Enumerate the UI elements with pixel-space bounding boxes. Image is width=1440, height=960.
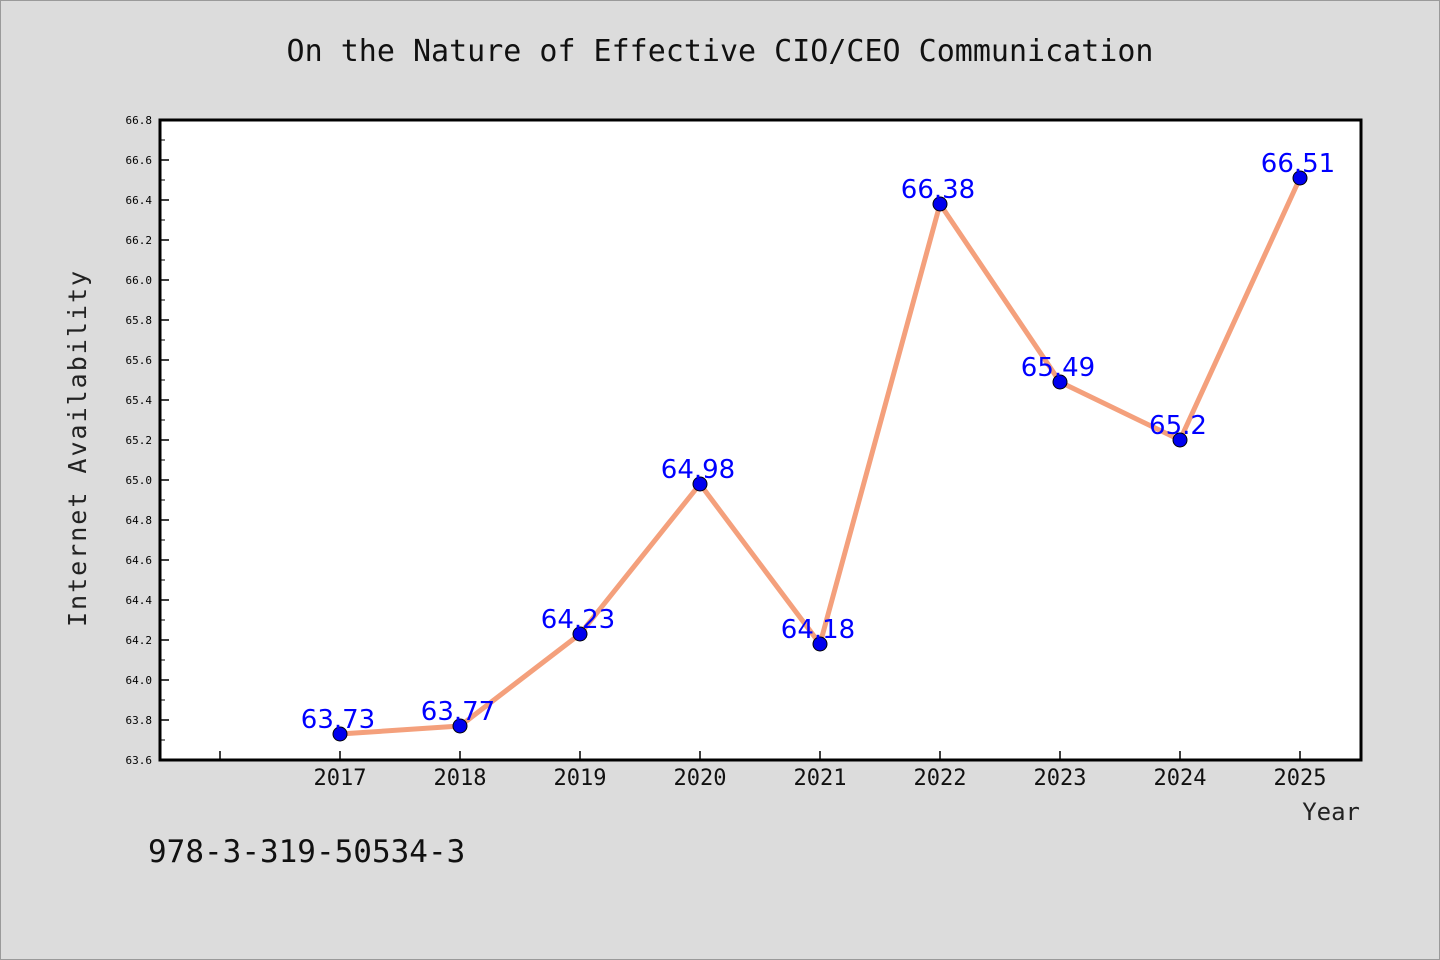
y-tick-label: 66.4: [126, 194, 153, 207]
y-tick-label: 63.6: [126, 754, 153, 767]
data-label: 66.38: [901, 175, 975, 205]
data-point: [1172, 432, 1188, 448]
y-tick-label: 64.2: [126, 634, 153, 647]
data-markers: [332, 170, 1308, 742]
y-axis-ticks: 63.6 63.8 64.0 64.2 64.4 64.6 64.8 65.0 65.2 65.4…: [126, 114, 169, 767]
data-label: 64.98: [661, 455, 735, 485]
y-tick-label: 65.4: [126, 394, 153, 407]
y-tick-label: 64.6: [126, 554, 153, 567]
y-axis-label: Internet Availability: [63, 269, 92, 627]
x-tick-label: 2024: [1154, 766, 1207, 791]
data-label: 64.18: [781, 615, 855, 645]
x-tick-label: 2019: [554, 766, 607, 791]
data-label: 64.23: [541, 605, 615, 635]
isbn-code: 978-3-319-50534-3: [148, 834, 466, 870]
x-tick-label: 2021: [794, 766, 847, 791]
y-tick-label: 64.4: [126, 594, 153, 607]
data-point: [1052, 374, 1068, 390]
data-point: [332, 726, 348, 742]
y-tick-label: 66.8: [126, 114, 153, 127]
x-tick-label: 2017: [314, 766, 367, 791]
y-tick-label: 64.8: [126, 514, 153, 527]
chart-title: On the Nature of Effective CIO/CEO Commu…: [286, 34, 1154, 69]
x-tick-label: 2023: [1034, 766, 1087, 791]
x-axis-ticks: 2017 2018 2019 2020 2021 2022 2023 2024 2025: [219, 751, 1327, 791]
data-point: [812, 636, 828, 652]
data-label: 65.2: [1149, 411, 1207, 441]
x-axis-label: Year: [1302, 798, 1360, 826]
y-tick-label: 65.8: [126, 314, 153, 327]
x-tick-label: 2025: [1274, 766, 1327, 791]
data-point: [932, 196, 948, 212]
data-label: 63.73: [301, 705, 375, 735]
data-labels: 63.73 63.77 64.23 64.98 64.18 66.38 65.49 65.2 6…: [301, 149, 1335, 735]
y-tick-label: 65.0: [126, 474, 153, 487]
data-point: [1292, 170, 1308, 186]
plot-area: [160, 120, 1361, 760]
plot-border: [158, 118, 1363, 762]
y-tick-label: 65.6: [126, 354, 153, 367]
data-label: 65.49: [1021, 353, 1095, 383]
x-tick-label: 2020: [674, 766, 727, 791]
y-tick-label: 65.2: [126, 434, 153, 447]
data-point: [452, 718, 468, 734]
data-label: 66.51: [1261, 149, 1335, 179]
y-tick-label: 66.2: [126, 234, 153, 247]
data-point: [692, 476, 708, 492]
x-tick-label: 2022: [914, 766, 967, 791]
y-tick-label: 66.6: [126, 154, 153, 167]
data-point: [572, 626, 588, 642]
data-label: 63.77: [421, 697, 495, 727]
y-tick-label: 63.8: [126, 714, 153, 727]
y-tick-label: 64.0: [126, 674, 153, 687]
y-tick-label: 66.0: [126, 274, 153, 287]
x-tick-label: 2018: [434, 766, 487, 791]
